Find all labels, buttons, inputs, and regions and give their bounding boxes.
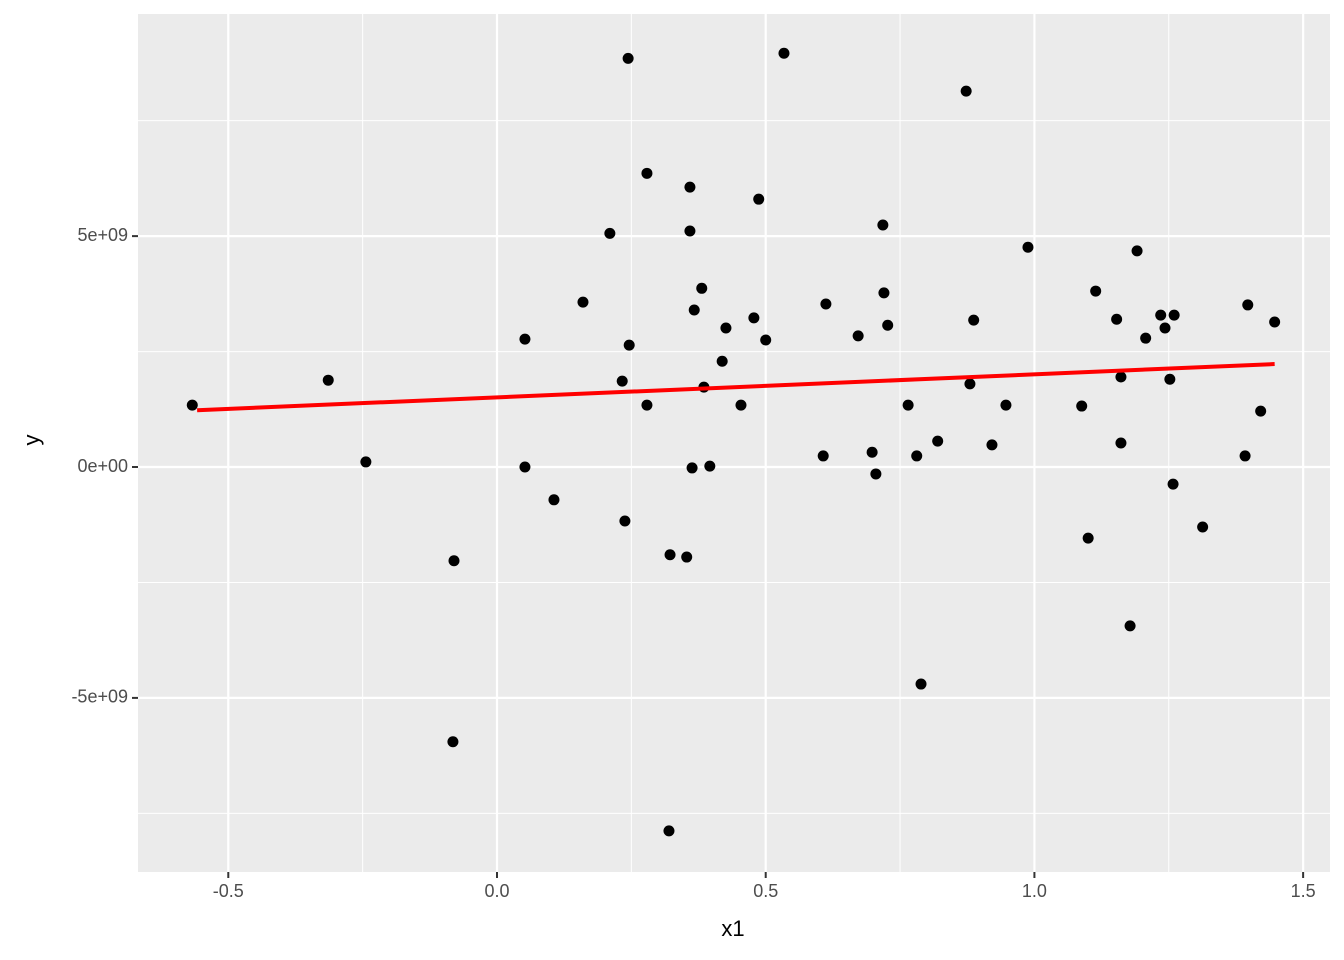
point [622,52,634,64]
x-tick-label: 1.0 [1022,881,1047,901]
point [735,399,747,411]
point [911,450,923,462]
point [1082,532,1094,544]
point [681,551,693,563]
point [322,374,334,386]
point [1115,371,1127,383]
point [778,47,790,59]
point [964,378,976,390]
point [748,312,760,324]
point [1239,450,1251,462]
point [1076,400,1088,412]
point [968,314,980,326]
point [686,462,698,474]
point [720,322,732,334]
y-tick-label: 0e+00 [77,456,128,476]
point [360,456,372,468]
point [986,439,998,451]
point [1090,285,1102,297]
point [1164,373,1176,385]
point [878,287,890,299]
point [519,333,531,345]
panel [138,14,1330,872]
point [616,375,628,387]
point [696,282,708,294]
point [1269,316,1281,328]
fit-line [197,362,1275,413]
point [817,450,829,462]
y-axis-title: y [19,435,44,446]
point [577,296,589,308]
point [548,494,560,506]
point [619,515,631,527]
point [1255,405,1267,417]
point [448,555,460,567]
point [604,227,616,239]
x-tick-label: 0.5 [753,881,778,901]
x-tick-label: 1.5 [1291,881,1316,901]
point [760,334,772,346]
point [1167,478,1179,490]
x-axis-title: x1 [721,916,744,941]
point [915,678,927,690]
point [1022,241,1034,253]
x-tick-label: 0.0 [484,881,509,901]
point [641,167,653,179]
point [1000,399,1012,411]
point [1111,313,1123,325]
point [623,339,635,351]
point [641,399,653,411]
point [519,461,531,473]
point [1115,437,1127,449]
x-tick-label: -0.5 [213,881,244,901]
grid [138,14,1330,872]
point [1140,332,1152,344]
point [664,549,676,561]
y-tick-label: 5e+09 [77,225,128,245]
point [1242,299,1254,311]
y-tick-label: -5e+09 [71,687,128,707]
point [866,446,878,458]
point [870,468,882,480]
point [820,298,832,310]
point [684,225,696,237]
point [1131,245,1143,257]
point [852,330,864,342]
point [684,181,696,193]
point [753,193,765,205]
point [882,319,894,331]
point [1155,309,1167,321]
point [663,825,675,837]
point [1197,521,1209,533]
marks [186,47,1281,837]
point [1168,309,1180,321]
point [1159,322,1171,334]
point [902,399,914,411]
point [186,399,198,411]
point [447,736,459,748]
point [1124,620,1136,632]
point [877,219,889,231]
point [932,435,944,447]
point [704,460,716,472]
point [716,355,728,367]
point [960,85,972,97]
point [688,304,700,316]
